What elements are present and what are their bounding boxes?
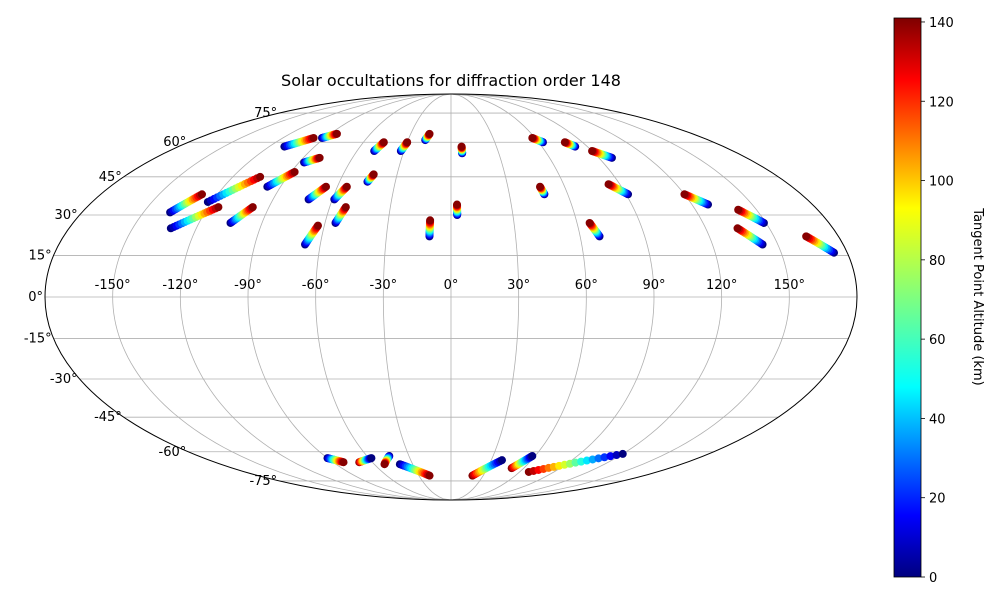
occultation-point xyxy=(214,203,223,212)
longitude-tick-label: 150° xyxy=(774,278,805,293)
occultation-point xyxy=(733,224,742,233)
occultation-point xyxy=(341,203,350,212)
longitude-tick-label: 30° xyxy=(507,278,530,293)
colorbar-tick-label: 40 xyxy=(929,412,946,427)
latitude-tick-labels: -75° -60° -45° -30° -15° 0° 15° 30° 45° 60° 75° xyxy=(24,106,277,489)
colorbar-tick-label: 60 xyxy=(929,333,946,348)
occultation-point xyxy=(457,142,466,151)
colorbar-gradient xyxy=(893,17,922,578)
colorbar-tick-label: 120 xyxy=(929,95,954,110)
occultation-point xyxy=(536,182,544,191)
latitude-tick-label: 45° xyxy=(99,170,122,185)
occultation-point xyxy=(379,138,388,147)
occultation-point xyxy=(528,133,537,142)
latitude-tick-label: 60° xyxy=(163,135,186,150)
grid-meridian xyxy=(450,94,520,500)
latitude-tick-label: -75° xyxy=(249,474,277,489)
occultation-point xyxy=(600,453,609,462)
occultation-point xyxy=(342,182,351,191)
occultation-point xyxy=(248,203,257,212)
latitude-tick-label: 75° xyxy=(254,106,277,121)
colorbar-tick-label: 80 xyxy=(929,254,946,269)
occultation-point xyxy=(309,133,318,142)
grid-meridian xyxy=(450,94,655,500)
latitude-tick-label: 15° xyxy=(29,248,52,263)
colorbar-tick-label: 20 xyxy=(929,492,946,507)
colorbar-tick-label: 100 xyxy=(929,175,954,190)
grid-meridian xyxy=(247,94,452,500)
grid-meridian xyxy=(179,94,452,500)
latitude-tick-label: -30° xyxy=(50,372,78,387)
occultation-point xyxy=(197,190,206,199)
longitude-tick-labels: -150° -120° -90° -60° -30° 0° 30° 60° 90° 120° 150… xyxy=(95,278,805,293)
occultation-point xyxy=(256,172,265,181)
colorbar-ticks: 0 20 40 60 80 100 120 140 xyxy=(921,16,954,586)
grid-meridian xyxy=(315,94,452,500)
occultation-point xyxy=(680,190,689,199)
occultation-point xyxy=(403,138,412,147)
grid-meridian xyxy=(450,94,723,500)
longitude-tick-label: -90° xyxy=(234,278,262,293)
occultation-point xyxy=(497,456,506,465)
longitude-tick-label: -150° xyxy=(95,278,131,293)
occultation-point xyxy=(332,129,341,138)
latitude-tick-label: -60° xyxy=(159,445,187,460)
chart-title: Solar occultations for diffraction order… xyxy=(281,71,621,90)
latitude-tick-label: -15° xyxy=(24,332,52,347)
longitude-tick-label: 90° xyxy=(642,278,665,293)
occultation-point xyxy=(618,449,627,458)
occultation-point xyxy=(322,182,331,191)
grid-meridian xyxy=(112,94,452,500)
occultation-point xyxy=(425,129,434,138)
occultation-point xyxy=(315,153,324,162)
occultation-point xyxy=(604,180,613,189)
longitude-tick-label: 120° xyxy=(706,278,737,293)
latitude-tick-label: 0° xyxy=(28,290,43,305)
latitude-tick-label: 30° xyxy=(55,208,78,223)
occultation-point xyxy=(367,454,376,463)
occultation-point xyxy=(290,167,299,176)
occultation-point xyxy=(585,218,594,227)
longitude-tick-label: 0° xyxy=(444,278,459,293)
longitude-tick-label: -30° xyxy=(369,278,397,293)
occultation-points xyxy=(166,129,839,480)
colorbar: 0 20 40 60 80 100 120 140 Tangent Point Altitud… xyxy=(893,16,985,586)
occultation-point xyxy=(453,200,462,209)
occultation-point xyxy=(734,205,743,214)
occultation-point xyxy=(560,138,569,147)
occultation-point xyxy=(594,454,603,463)
occultation-point xyxy=(380,460,389,469)
colorbar-label: Tangent Point Altitude (km) xyxy=(970,207,985,385)
occultation-point xyxy=(426,216,435,225)
map-boundary xyxy=(44,93,858,501)
occultation-point xyxy=(313,221,322,230)
map-grid xyxy=(45,94,857,500)
occultation-point xyxy=(425,471,434,480)
colorbar-tick-label: 140 xyxy=(929,16,954,31)
longitude-tick-label: -120° xyxy=(162,278,198,293)
occultation-point xyxy=(606,452,615,461)
occultation-point xyxy=(802,232,811,241)
occultation-point xyxy=(339,458,348,467)
colorbar-tick-label: 0 xyxy=(929,571,937,586)
longitude-tick-label: 60° xyxy=(575,278,598,293)
occultation-point xyxy=(612,451,621,460)
occultation-point xyxy=(528,452,537,461)
longitude-tick-label: -60° xyxy=(302,278,330,293)
occultation-point xyxy=(588,147,597,156)
grid-meridian xyxy=(450,94,790,500)
occultation-point xyxy=(369,170,378,179)
latitude-tick-label: -45° xyxy=(94,410,122,425)
